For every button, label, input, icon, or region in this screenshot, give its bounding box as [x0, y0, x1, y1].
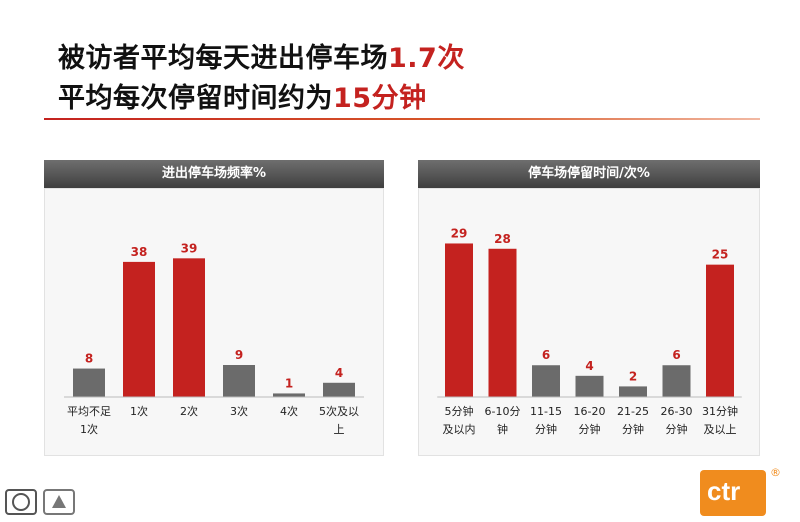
title-line-2-text: 平均每次停留时间约为: [58, 83, 333, 114]
data-label: 29: [451, 226, 468, 240]
category-label: 钟: [497, 422, 508, 436]
data-label: 9: [235, 348, 243, 362]
data-label: 38: [131, 245, 148, 259]
category-label: 31分钟: [702, 404, 738, 418]
bar: [488, 248, 517, 397]
frequency-chart-title: 进出停车场频率%: [44, 160, 384, 188]
category-label: 分钟: [579, 422, 601, 436]
page-title-line-2: 平均每次停留时间约为15分钟: [58, 76, 427, 115]
data-label: 4: [585, 359, 593, 373]
category-label: 4次: [280, 404, 298, 418]
data-label: 1: [285, 376, 293, 390]
title-line-2-highlight: 15分钟: [333, 83, 427, 114]
duration-chart-panel: 停车场停留时间/次% 29 5分钟及以内 28 6-10分钟 6 11-15 分钟 4 16-2…: [418, 160, 760, 456]
bar: [273, 393, 305, 397]
category-label: 1次: [80, 422, 98, 436]
certification-badge-icon: [5, 489, 75, 515]
frequency-chart-panel: 进出停车场频率% 8 平均不足 1次 38 1次 39 2次 9 3次 1 4次 4 5次及以上: [44, 160, 384, 456]
category-label: 分钟: [535, 422, 557, 436]
bar: [173, 258, 205, 397]
category-label: 2次: [180, 404, 198, 418]
title-line-1-highlight: 1.7次: [388, 43, 465, 74]
bar: [323, 382, 355, 397]
category-label: 11-15: [530, 405, 562, 418]
data-label: 39: [181, 241, 198, 255]
category-label: 21-25: [617, 405, 649, 418]
category-label: 及以内: [443, 422, 476, 436]
title-divider: [44, 118, 760, 120]
data-label: 25: [712, 248, 729, 262]
bar: [662, 365, 691, 397]
category-label: 上: [334, 423, 345, 436]
data-label: 8: [85, 352, 93, 366]
bar: [706, 264, 734, 397]
frequency-chart-area: 8 平均不足 1次 38 1次 39 2次 9 3次 1 4次 4 5次及以上: [44, 188, 384, 456]
category-label: 26-30: [661, 405, 693, 418]
ctr-logo: ctr ®: [700, 466, 781, 516]
category-label: 及以上: [704, 423, 737, 436]
page-title-line-1: 被访者平均每天进出停车场1.7次: [58, 36, 465, 75]
category-label: 分钟: [622, 422, 644, 436]
logo-text: ctr: [707, 476, 741, 506]
bar: [619, 386, 647, 397]
category-label: 3次: [230, 404, 248, 418]
bar: [223, 365, 255, 397]
duration-chart-title: 停车场停留时间/次%: [418, 160, 760, 188]
bar: [73, 368, 105, 397]
bar: [123, 261, 155, 397]
data-label: 2: [629, 369, 637, 383]
category-label: 5次及以: [319, 404, 359, 418]
data-label: 28: [494, 232, 511, 246]
category-label: 6-10分: [485, 405, 521, 418]
category-label: 5分钟: [445, 404, 474, 418]
title-line-1-text: 被访者平均每天进出停车场: [58, 43, 388, 74]
bar: [445, 243, 473, 397]
category-label: 分钟: [666, 422, 688, 436]
category-label: 平均不足: [67, 405, 111, 418]
category-label: 16-20: [574, 405, 606, 418]
footer-badges: [4, 486, 96, 518]
category-label: 1次: [130, 404, 148, 418]
duration-chart-area: 29 5分钟及以内 28 6-10分钟 6 11-15 分钟 4 16-20 分钟 2 21-25 分钟…: [418, 188, 760, 456]
data-label: 6: [672, 348, 680, 362]
bar: [532, 365, 560, 397]
bar: [575, 375, 604, 397]
data-label: 6: [542, 348, 550, 362]
data-label: 4: [335, 366, 343, 380]
